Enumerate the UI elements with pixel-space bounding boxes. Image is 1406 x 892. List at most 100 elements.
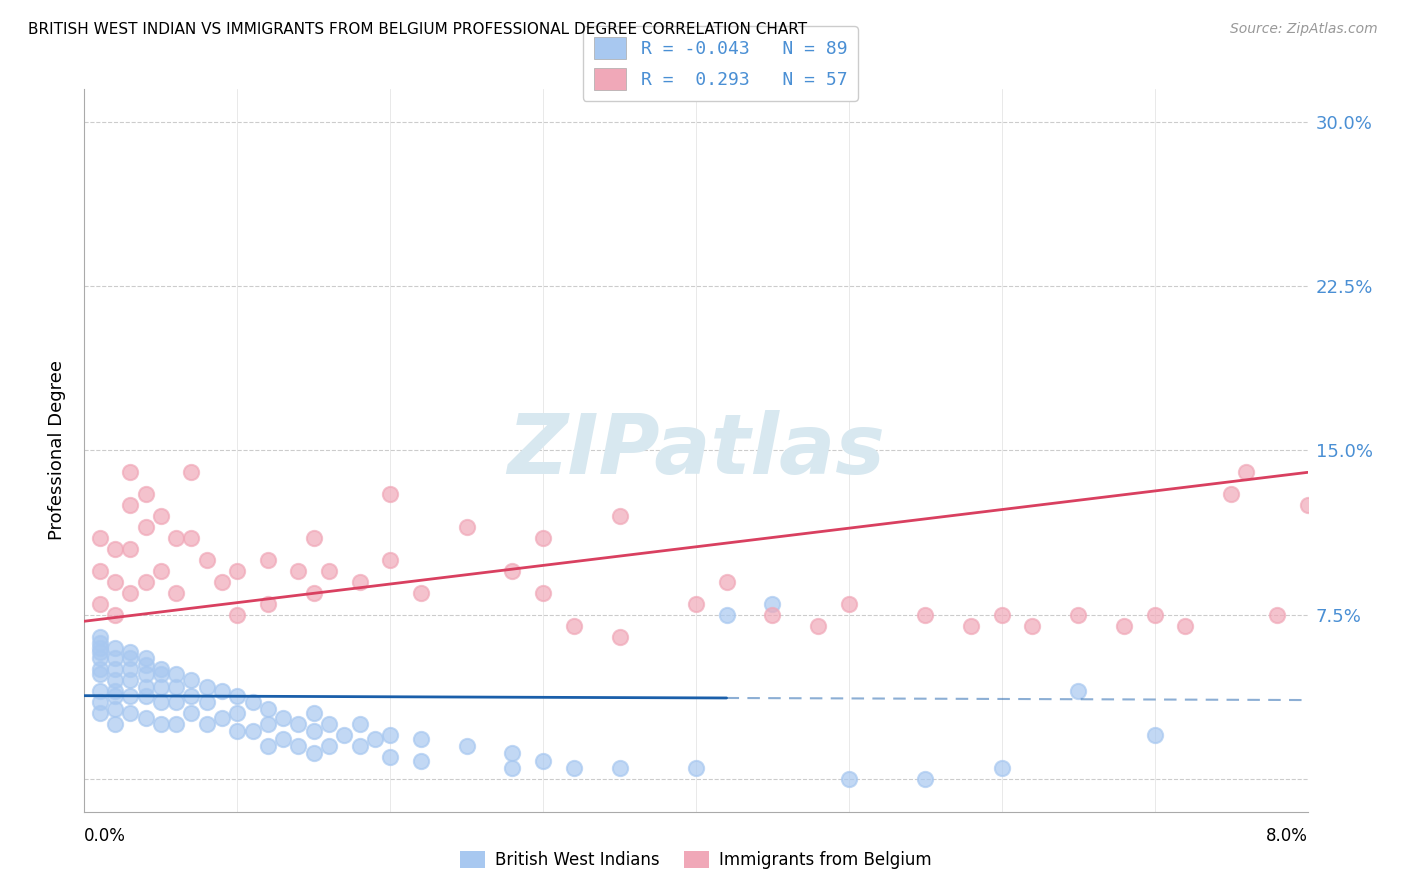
Point (89, 564, 111, 578)
Point (287, 717, 309, 731)
Point (257, 739, 280, 753)
Point (135, 651, 157, 665)
Point (104, 702, 127, 716)
Point (104, 684, 127, 698)
Point (165, 680, 187, 694)
Point (257, 597, 280, 611)
Point (838, 772, 860, 786)
Point (1114, 618, 1136, 632)
Point (180, 531, 202, 545)
Point (502, 746, 524, 760)
Text: 8.0%: 8.0% (1265, 827, 1308, 845)
Point (89, 640, 111, 655)
Point (226, 607, 249, 622)
Point (226, 723, 249, 738)
Point (1236, 466, 1258, 480)
Point (104, 717, 127, 731)
Point (302, 706, 325, 721)
Point (1021, 618, 1043, 632)
Point (960, 618, 983, 632)
Point (349, 574, 371, 589)
Point (120, 498, 142, 512)
Point (380, 487, 402, 501)
Point (302, 586, 325, 600)
Text: BRITISH WEST INDIAN VS IMMIGRANTS FROM BELGIUM PROFESSIONAL DEGREE CORRELATION C: BRITISH WEST INDIAN VS IMMIGRANTS FROM B… (28, 22, 807, 37)
Point (409, 755, 432, 769)
Point (120, 586, 142, 600)
Point (302, 531, 325, 545)
Point (211, 574, 233, 589)
Point (89, 597, 111, 611)
Point (302, 723, 325, 738)
Point (211, 710, 233, 724)
Point (807, 618, 830, 632)
Point (149, 717, 172, 731)
Point (195, 695, 218, 709)
Point (318, 717, 340, 731)
Point (716, 607, 738, 622)
Text: ZIPatlas: ZIPatlas (508, 410, 884, 491)
Point (195, 553, 218, 567)
Point (104, 689, 127, 703)
Point (914, 772, 936, 786)
Point (1067, 607, 1090, 622)
Point (456, 520, 478, 534)
Point (685, 761, 707, 775)
Point (180, 466, 202, 480)
Point (104, 541, 127, 556)
Point (135, 689, 157, 703)
Point (89, 651, 111, 665)
Point (380, 750, 402, 764)
Point (1143, 728, 1166, 742)
Point (89, 684, 111, 698)
Point (135, 487, 157, 501)
Point (562, 618, 585, 632)
Point (257, 553, 280, 567)
Point (1174, 618, 1197, 632)
Point (333, 728, 356, 742)
Point (120, 541, 142, 556)
Point (685, 597, 707, 611)
Point (89, 630, 111, 644)
Point (89, 706, 111, 721)
Point (257, 702, 280, 716)
Point (149, 666, 172, 681)
Point (89, 531, 111, 545)
Point (149, 680, 172, 694)
Point (531, 755, 554, 769)
Point (349, 717, 371, 731)
Point (380, 728, 402, 742)
Point (226, 564, 249, 578)
Point (287, 564, 309, 578)
Point (104, 673, 127, 688)
Point (104, 640, 127, 655)
Point (135, 520, 157, 534)
Point (135, 658, 157, 673)
Legend: British West Indians, Immigrants from Belgium: British West Indians, Immigrants from Be… (453, 844, 939, 876)
Point (180, 689, 202, 703)
Point (991, 761, 1014, 775)
Point (120, 662, 142, 676)
Point (1220, 487, 1243, 501)
Point (89, 695, 111, 709)
Text: Source: ZipAtlas.com: Source: ZipAtlas.com (1230, 22, 1378, 37)
Point (195, 717, 218, 731)
Point (149, 509, 172, 524)
Point (271, 710, 294, 724)
Point (991, 607, 1014, 622)
Point (135, 710, 157, 724)
Point (502, 564, 524, 578)
Point (242, 723, 264, 738)
Point (120, 645, 142, 659)
Point (89, 666, 111, 681)
Point (318, 739, 340, 753)
Point (135, 666, 157, 681)
Point (180, 706, 202, 721)
Point (609, 761, 631, 775)
Point (302, 746, 325, 760)
Point (120, 706, 142, 721)
Point (165, 666, 187, 681)
Point (502, 761, 524, 775)
Point (89, 645, 111, 659)
Point (242, 695, 264, 709)
